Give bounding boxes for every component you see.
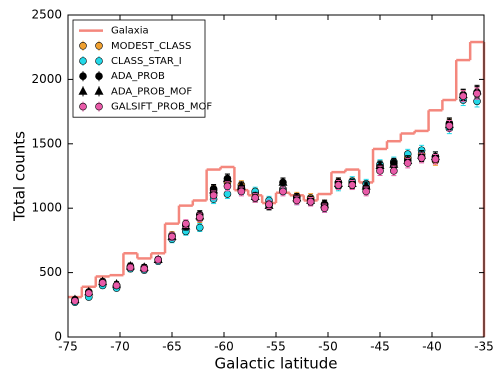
x-tick-label: -75 <box>58 340 78 354</box>
point <box>237 187 246 196</box>
legend-entry <box>79 56 103 66</box>
legend-marker <box>79 41 87 50</box>
point <box>195 223 204 232</box>
legend-label: MODEST_CLASS <box>111 41 191 52</box>
point <box>195 213 204 222</box>
point <box>265 200 273 209</box>
legend-marker <box>79 57 87 65</box>
legend-label: ADA_PROB_MOF <box>111 86 192 97</box>
legend-entry <box>79 101 103 112</box>
legend-marker <box>95 72 103 80</box>
point <box>251 194 259 202</box>
legend-marker <box>94 86 104 95</box>
legend-label: GALSIFT_PROB_MOF <box>111 102 212 113</box>
x-tick-label: -70 <box>110 340 130 354</box>
point <box>71 297 79 305</box>
legend-label: ADA_PROB <box>111 71 165 82</box>
x-tick-label: -60 <box>214 340 234 354</box>
legend-entry <box>79 40 103 51</box>
x-tick-label: -45 <box>370 340 390 354</box>
point <box>98 279 107 287</box>
series <box>71 87 481 305</box>
point <box>182 219 190 228</box>
point <box>292 196 301 205</box>
point <box>223 190 232 198</box>
y-tick-label: 0 <box>54 330 62 344</box>
point <box>348 181 357 189</box>
point <box>362 187 370 196</box>
legend-marker <box>95 41 103 50</box>
point <box>279 187 287 196</box>
y-tick-label: 1500 <box>31 136 62 150</box>
point <box>154 255 162 264</box>
y-tick-label: 2000 <box>31 72 62 86</box>
y-axis-label: Total counts <box>11 131 29 222</box>
y-tick-label: 2500 <box>31 8 62 22</box>
point <box>417 154 426 162</box>
legend-box <box>72 19 206 118</box>
x-tick-label: -65 <box>162 340 182 354</box>
legend-label: CLASS_STAR_I <box>111 56 182 67</box>
point <box>320 204 329 212</box>
legend-marker <box>79 72 87 80</box>
legend-marker <box>78 86 88 95</box>
point <box>306 197 315 206</box>
legend-entry <box>78 86 104 97</box>
x-tick-label: -40 <box>422 340 442 354</box>
legend-marker <box>95 102 103 111</box>
point <box>334 181 343 189</box>
point <box>85 289 93 298</box>
legend-marker <box>79 102 87 111</box>
x-axis-label: Galactic latitude <box>214 355 337 373</box>
point <box>140 264 149 273</box>
x-tick-label: -35 <box>474 340 494 354</box>
y-tick-label: 1000 <box>31 201 62 215</box>
x-tick-label: -50 <box>318 340 338 354</box>
point <box>390 167 398 175</box>
point <box>376 167 384 175</box>
point <box>112 281 121 290</box>
point <box>126 263 135 272</box>
y-tick-label: 500 <box>39 265 62 279</box>
point <box>278 177 288 186</box>
point <box>209 191 218 200</box>
point <box>431 155 440 164</box>
point <box>223 182 232 191</box>
point <box>459 92 468 100</box>
x-tick-label: -55 <box>266 340 286 354</box>
point <box>168 232 176 241</box>
point <box>403 159 412 167</box>
point <box>445 121 454 130</box>
legend-label: Galaxia <box>111 26 149 37</box>
legend-marker <box>95 57 103 65</box>
legend-entry <box>79 71 103 82</box>
point <box>473 89 481 98</box>
